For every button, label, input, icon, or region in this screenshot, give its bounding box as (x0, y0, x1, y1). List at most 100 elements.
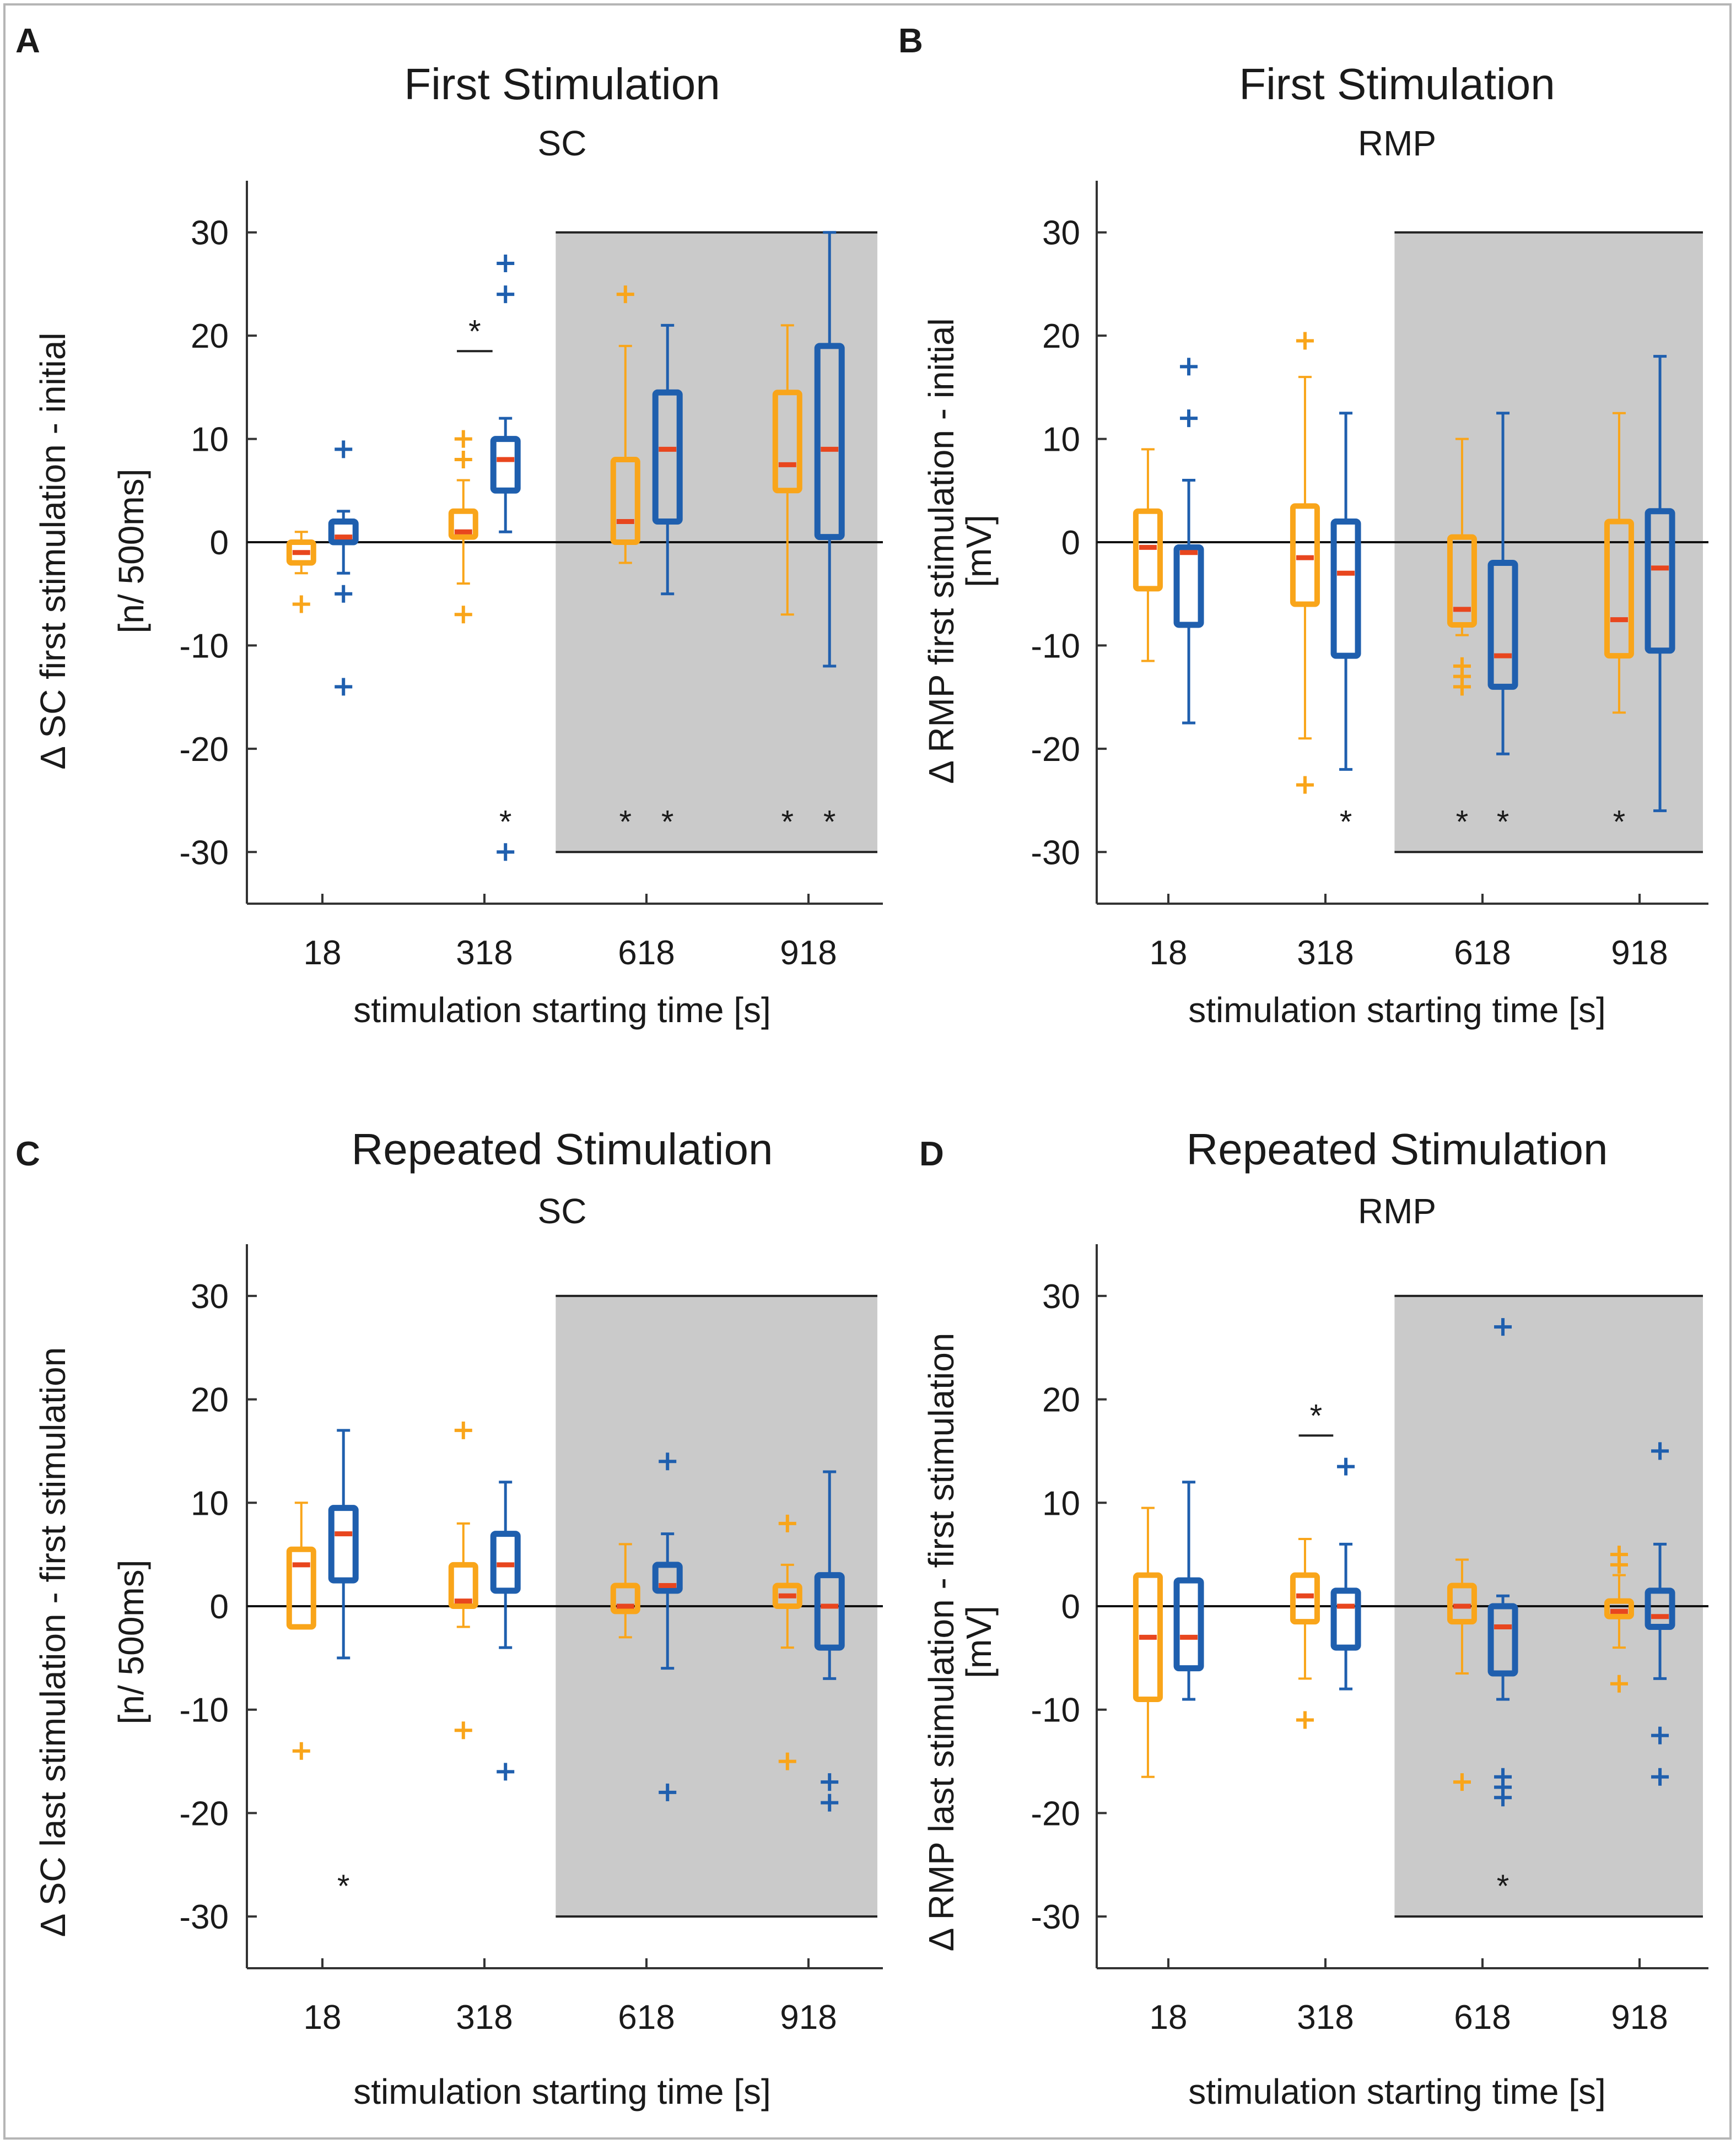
panel-a: A First Stimulation SC Δ SC first stimul… (15, 22, 883, 1030)
significance-star: * (1497, 804, 1509, 840)
orange-box (448, 508, 478, 540)
y-tick-label: -10 (179, 1692, 229, 1730)
orange-box (1133, 508, 1163, 592)
panel-a-subtitle: SC (538, 123, 587, 163)
significance-star: * (499, 804, 512, 840)
orange-box (1604, 519, 1634, 659)
panel-d-subtitle: RMP (1358, 1191, 1436, 1231)
blue-box (1645, 508, 1675, 654)
y-tick-label: -20 (1031, 1795, 1080, 1833)
orange-box (1290, 503, 1320, 607)
significance-star: * (781, 804, 794, 840)
y-tick-label: 20 (1042, 317, 1080, 355)
significance-star: * (1310, 1398, 1323, 1434)
x-tick-label: 18 (304, 934, 342, 972)
blue-outlier (821, 1794, 839, 1812)
orange-box (772, 1583, 802, 1609)
y-tick-label: 0 (1061, 524, 1080, 562)
blue-box (1645, 1587, 1675, 1630)
x-tick-label: 618 (1454, 934, 1511, 972)
blue-outlier (335, 585, 353, 603)
y-tick-label: -10 (179, 627, 229, 665)
x-tick-label: 18 (304, 1999, 342, 2037)
panel-d-plot: 30 20 10 0 -10 -20 -30 18 318 618 918 * * (1031, 1244, 1708, 2037)
orange-outlier (1296, 776, 1314, 794)
panel-d-title: Repeated Stimulation (1187, 1125, 1608, 1174)
panel-b-ylabel-units: [mV] (959, 515, 999, 587)
orange-outlier (1610, 1675, 1628, 1693)
x-tick-label: 618 (618, 934, 675, 972)
panel-c-xlabel: stimulation starting time [s] (353, 2072, 771, 2111)
blue-outlier (1651, 1768, 1669, 1786)
panel-a-xlabel: stimulation starting time [s] (353, 990, 771, 1030)
orange-outlier (292, 1742, 310, 1760)
blue-outlier (497, 285, 515, 304)
orange-box (610, 457, 640, 545)
blue-box (490, 436, 521, 494)
panel-c-plot: 30 20 10 0 -10 -20 -30 18 318 618 918 * (179, 1244, 883, 2037)
panel-b-xlabel: stimulation starting time [s] (1188, 990, 1606, 1030)
blue-box (1487, 559, 1518, 690)
blue-outlier (821, 1773, 839, 1791)
orange-outlier (454, 1421, 472, 1439)
y-tick-label: -30 (179, 834, 229, 872)
orange-outlier (454, 451, 472, 469)
y-tick-label: 20 (191, 1381, 229, 1419)
panel-b-subtitle: RMP (1358, 123, 1436, 163)
y-tick-label: -20 (179, 1795, 229, 1833)
orange-box (772, 390, 802, 494)
panel-c-title: Repeated Stimulation (352, 1125, 773, 1174)
panel-a-plot: 30 20 10 0 -10 -20 -30 18 318 618 918 * * * * * * (179, 181, 883, 972)
orange-box (1447, 1583, 1477, 1625)
x-tick-label: 318 (456, 934, 513, 972)
x-tick-label: 618 (618, 1999, 675, 2037)
orange-outlier (454, 1721, 472, 1740)
panel-b-title: First Stimulation (1239, 60, 1555, 109)
blue-outlier (497, 843, 515, 861)
panel-label-b: B (898, 22, 923, 60)
panel-d-ylabel-units: [mV] (959, 1606, 999, 1678)
blue-box (1330, 1587, 1361, 1651)
orange-outlier (454, 430, 472, 448)
orange-outlier (1610, 1556, 1628, 1574)
significance-star: * (823, 804, 836, 840)
blue-outlier (335, 440, 353, 458)
x-tick-label: 918 (1611, 934, 1668, 972)
y-tick-label: 0 (210, 1588, 229, 1626)
blue-box (814, 1572, 845, 1651)
significance-star: * (1456, 804, 1469, 840)
blue-outlier (1337, 1457, 1355, 1476)
x-tick-label: 18 (1150, 934, 1188, 972)
blue-outlier (659, 1452, 677, 1471)
panel-c-ylabel-units: [n/ 500ms] (111, 1560, 151, 1725)
x-tick-label: 318 (1297, 1999, 1354, 2037)
y-tick-label: -30 (1031, 1898, 1080, 1936)
panel-b-plot: 30 20 10 0 -10 -20 -30 18 318 618 918 * * * * (1031, 181, 1708, 972)
orange-outlier (454, 606, 472, 624)
panel-b-ylabel: Δ RMP first stimulation - initial (921, 318, 961, 784)
x-tick-label: 18 (1150, 1999, 1188, 2037)
significance-star: * (468, 314, 481, 349)
orange-box (286, 1546, 316, 1630)
y-tick-label: 20 (1042, 1381, 1080, 1419)
blue-outlier (335, 678, 353, 696)
orange-outlier (292, 595, 310, 613)
blue-outlier (497, 1763, 515, 1781)
panel-label-d: D (919, 1135, 944, 1173)
blue-outlier (1494, 1789, 1512, 1807)
panel-d-ylabel: Δ RMP last stimulation - first stimulati… (921, 1333, 961, 1952)
significance-star: * (337, 1868, 350, 1904)
panel-a-ylabel: Δ SC first stimulation - initial (33, 332, 73, 769)
figure-frame (3, 3, 1732, 2140)
y-tick-label: -30 (179, 1898, 229, 1936)
panel-label-c: C (15, 1135, 40, 1173)
blue-outlier (1651, 1442, 1669, 1460)
blue-outlier (1180, 409, 1198, 428)
significance-star: * (1613, 804, 1626, 840)
blue-outlier (1651, 1726, 1669, 1745)
orange-outlier (778, 1752, 796, 1770)
x-tick-label: 918 (1611, 1999, 1668, 2037)
blue-box (652, 1562, 683, 1594)
significance-star: * (1497, 1868, 1509, 1904)
